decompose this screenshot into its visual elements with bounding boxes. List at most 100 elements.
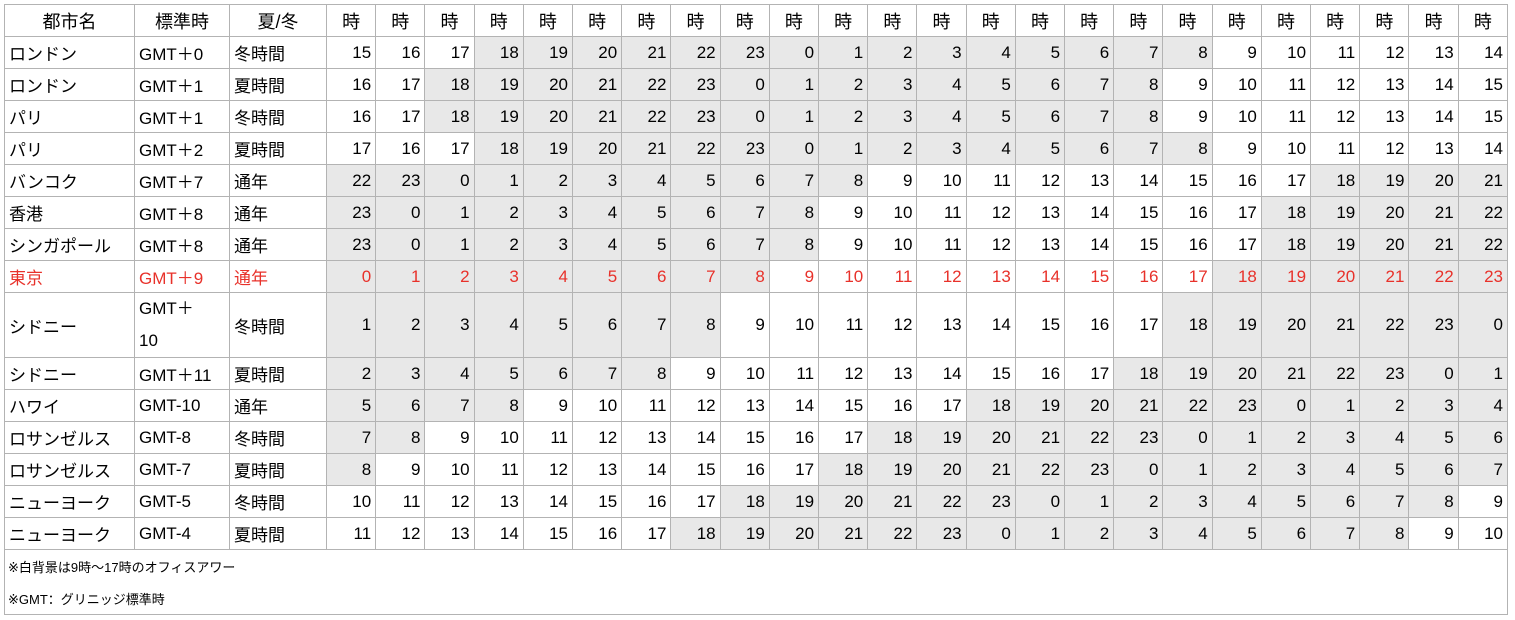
hour-cell: 21 xyxy=(1457,164,1509,197)
hour-cell: 16 xyxy=(1211,164,1262,197)
table-row: パリ GMT＋2 夏時間 17 16 17 18 19 20 21 22 23 0 1 2 3 4 5 6 7 8 9 10… xyxy=(4,132,1509,165)
header-season: 夏/冬 xyxy=(229,4,327,37)
hour-cell: 0 xyxy=(768,36,820,69)
hour-cell: 20 xyxy=(522,68,574,101)
hour-cell: 2 xyxy=(473,196,524,229)
hour-cell: 8 xyxy=(1162,132,1213,165)
hour-cell: 19 xyxy=(768,485,820,518)
hour-cell: 5 xyxy=(473,357,524,390)
hour-cell: 14 xyxy=(621,453,672,486)
table-row: バンコク GMT＋7 通年 22 23 0 1 2 3 4 5 6 7 8 9 10 11 12 13 14 15 16 1… xyxy=(4,164,1509,197)
table-row: ニューヨーク GMT-4 夏時間 11 12 13 14 15 16 17 18 19 20 21 22 23… xyxy=(4,517,1509,550)
hour-cell: 6 xyxy=(572,292,623,358)
hour-cell: 2 xyxy=(1359,389,1410,422)
hour-cell: 20 xyxy=(572,132,623,165)
header-hour: 時 xyxy=(1064,4,1115,37)
hour-cell: 1 xyxy=(473,164,524,197)
hour-cell: 1 xyxy=(1014,517,1066,550)
hour-cell: 14 xyxy=(965,292,1016,358)
hour-cell: 22 xyxy=(1064,421,1115,454)
hour-cell: 7 xyxy=(424,389,475,422)
hour-cell: 11 xyxy=(325,517,377,550)
season: 通年 xyxy=(229,196,327,229)
hour-cell: 23 xyxy=(1211,389,1262,422)
hour-cell: 8 xyxy=(1359,517,1410,550)
notes-table: ※白背景は9時〜17時のオフィスアワー ※GMT：グリニッジ標準時 xyxy=(4,550,1508,615)
header-hour: 時 xyxy=(867,4,918,37)
hour-cell: 21 xyxy=(965,453,1016,486)
hour-cell: 0 xyxy=(1014,485,1066,518)
hour-cell: 12 xyxy=(1310,68,1361,101)
hour-cell: 20 xyxy=(1064,389,1115,422)
standard-time: GMT＋9 xyxy=(134,260,230,293)
hour-cell: 20 xyxy=(572,36,623,69)
hour-cell: 4 xyxy=(572,196,623,229)
hour-cell: 0 xyxy=(1113,453,1164,486)
hour-cell: 10 xyxy=(473,421,524,454)
hour-cell: 10 xyxy=(867,196,918,229)
hour-cell: 2 xyxy=(1260,421,1312,454)
hour-cell: 3 xyxy=(375,357,426,390)
hour-cell: 14 xyxy=(473,517,524,550)
hour-cell: 5 xyxy=(1408,421,1459,454)
hour-cell: 0 xyxy=(719,100,770,133)
hour-cell: 18 xyxy=(424,68,475,101)
hour-cell: 20 xyxy=(1260,292,1312,358)
hour-cell: 6 xyxy=(1064,132,1115,165)
hour-cell: 13 xyxy=(719,389,770,422)
hour-cell: 9 xyxy=(522,389,574,422)
hour-cell: 15 xyxy=(572,485,623,518)
hour-cell: 16 xyxy=(867,389,918,422)
hour-cell: 14 xyxy=(1014,260,1066,293)
standard-time: GMT＋8 xyxy=(134,228,230,261)
hour-cell: 6 xyxy=(375,389,426,422)
hour-cell: 2 xyxy=(818,100,869,133)
timezone-table: 都市名 標準時 夏/冬 時時時時時時時時時時時時時時時時時時時時時時時時 ロンド… xyxy=(4,4,1509,550)
hour-cell: 14 xyxy=(768,389,820,422)
hour-cell: 19 xyxy=(1310,196,1361,229)
hour-cell: 7 xyxy=(572,357,623,390)
hour-cell: 9 xyxy=(1408,517,1459,550)
hour-cell: 8 xyxy=(375,421,426,454)
hour-cell: 15 xyxy=(1113,228,1164,261)
standard-time: GMT-7 xyxy=(134,453,230,486)
hour-cell: 22 xyxy=(1457,196,1509,229)
header-hour: 時 xyxy=(424,4,475,37)
hour-cell: 0 xyxy=(1457,292,1509,358)
hour-cell: 23 xyxy=(1359,357,1410,390)
season: 夏時間 xyxy=(229,453,327,486)
hour-cell: 23 xyxy=(719,36,770,69)
hour-cell: 19 xyxy=(1014,389,1066,422)
season: 夏時間 xyxy=(229,132,327,165)
hour-cell: 6 xyxy=(1457,421,1509,454)
hour-cell: 8 xyxy=(1408,485,1459,518)
hour-cell: 4 xyxy=(424,357,475,390)
hour-cell: 3 xyxy=(1408,389,1459,422)
hour-cell: 7 xyxy=(1113,132,1164,165)
standard-time: GMT＋2 xyxy=(134,132,230,165)
hour-cell: 21 xyxy=(1310,292,1361,358)
hour-cell: 10 xyxy=(1260,36,1312,69)
hour-cell: 8 xyxy=(325,453,377,486)
standard-time: GMT＋1 xyxy=(134,100,230,133)
hour-cell: 10 xyxy=(1260,132,1312,165)
hour-cell: 3 xyxy=(1113,517,1164,550)
hour-cell: 18 xyxy=(1113,357,1164,390)
hour-cell: 17 xyxy=(375,100,426,133)
hour-cell: 18 xyxy=(473,132,524,165)
hour-cell: 2 xyxy=(473,228,524,261)
hour-cell: 12 xyxy=(1359,36,1410,69)
hour-cell: 23 xyxy=(375,164,426,197)
hour-cell: 3 xyxy=(916,132,967,165)
hour-cell: 4 xyxy=(473,292,524,358)
hour-cell: 4 xyxy=(1310,453,1361,486)
hour-cell: 21 xyxy=(1260,357,1312,390)
hour-cell: 19 xyxy=(522,36,574,69)
hour-cell: 4 xyxy=(1211,485,1262,518)
hour-cell: 13 xyxy=(1408,132,1459,165)
hour-cell: 21 xyxy=(621,36,672,69)
table-body: ロンドン GMT＋0 冬時間 15 16 17 18 19 20 21 22 23 0 1 2 3 4 5 6 7 8 9… xyxy=(4,36,1509,550)
hour-cell: 22 xyxy=(1014,453,1066,486)
hour-cell: 19 xyxy=(719,517,770,550)
hour-cell: 5 xyxy=(965,68,1016,101)
